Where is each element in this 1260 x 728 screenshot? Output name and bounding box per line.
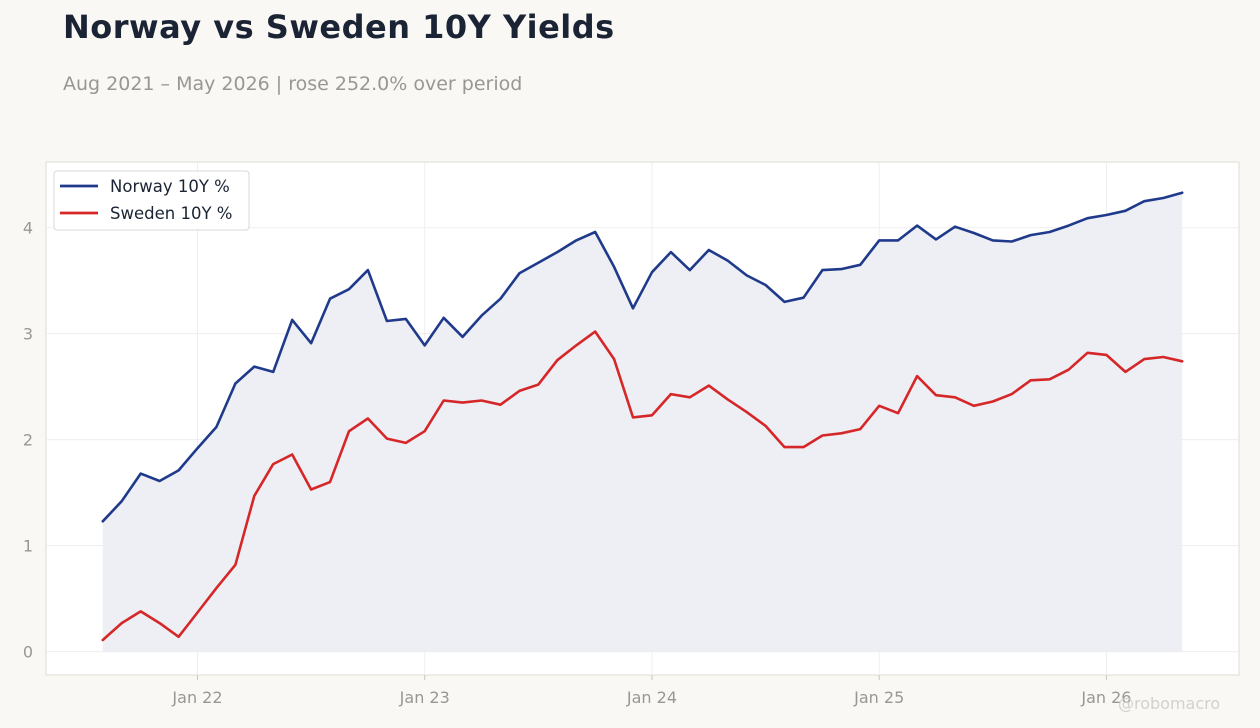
y-tick-label: 2 [23,431,33,450]
y-tick-label: 1 [23,537,33,556]
y-tick-label: 0 [23,643,33,662]
x-tick-label: Jan 24 [626,688,677,707]
chart-title: Norway vs Sweden 10Y Yields [63,8,615,46]
series-line-sweden [101,330,1184,642]
legend-label-norway: Norway 10Y % [110,177,230,196]
legend: Norway 10Y % Sweden 10Y % [53,170,250,231]
chart-subtitle: Aug 2021 – May 2026 | rose 252.0% over p… [63,73,523,95]
x-tick-label: Jan 25 [853,688,904,707]
area-fill [102,192,1183,652]
y-tick-label: 4 [23,219,33,238]
series-line-norway [101,191,1184,523]
x-tick-label: Jan 23 [399,688,450,707]
watermark: @robomacro [1118,694,1221,713]
x-tick-label: Jan 22 [171,688,222,707]
legend-label-sweden: Sweden 10Y % [110,204,232,223]
legend-box [53,170,250,231]
y-tick-label: 3 [23,325,33,344]
x-tick-label: Jan 26 [1080,688,1131,707]
